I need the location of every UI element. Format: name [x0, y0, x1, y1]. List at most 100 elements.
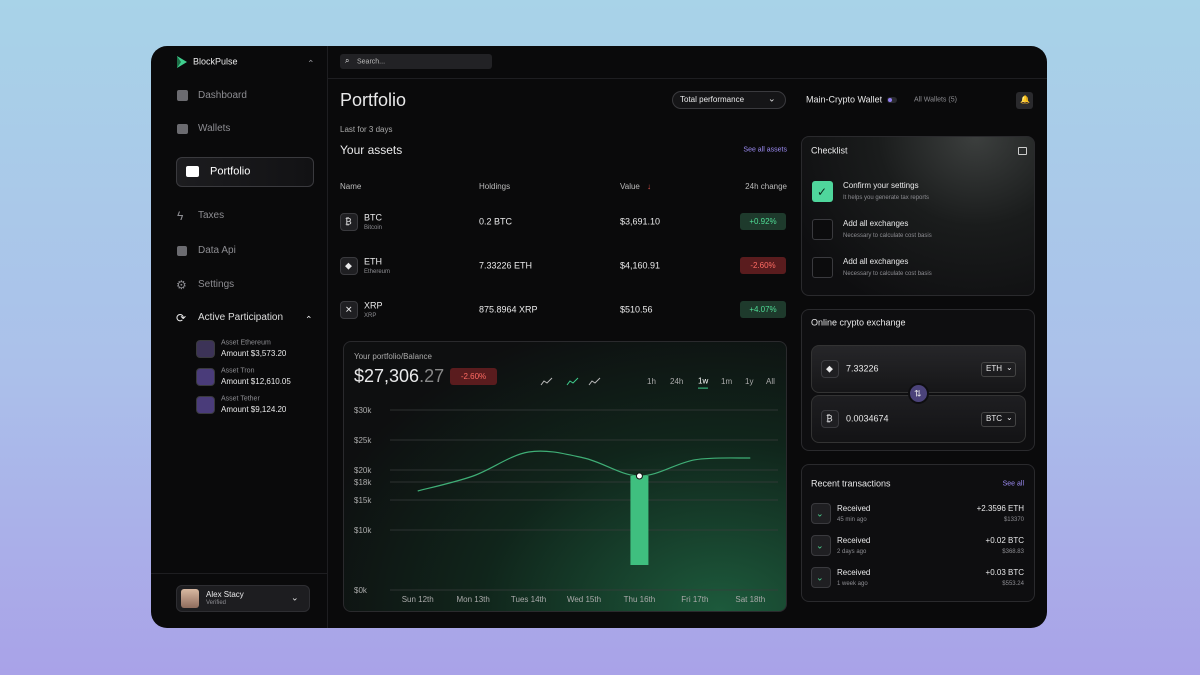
nav-item[interactable]: Data Api — [198, 245, 236, 256]
brand-switch[interactable]: ⌃ — [307, 58, 315, 69]
balance-change: -2.60% — [450, 368, 497, 385]
tx-usd: $368.83 — [1002, 549, 1024, 555]
asset-symbol: ETH — [364, 256, 382, 267]
tx-arrow: ⌄ — [816, 572, 824, 583]
panel-icon[interactable] — [1018, 147, 1027, 155]
column-header: Name — [340, 182, 362, 191]
holdings: 875.8964 XRP — [479, 304, 538, 315]
coin-icon — [821, 410, 839, 428]
nav-active[interactable] — [176, 157, 314, 187]
wallet-name: Main-Crypto Wallet — [806, 94, 883, 105]
exchange-amount: 0.0034674 — [846, 413, 889, 424]
avatar — [181, 589, 199, 608]
balance-main: $27,306 — [354, 366, 420, 386]
sort-arrow: ↓ — [647, 182, 651, 191]
sidebar-divider — [327, 46, 328, 628]
range-option[interactable]: 1m — [721, 377, 733, 386]
nav-icon — [177, 246, 187, 256]
asset-amount: Amount $9,124.20 — [221, 405, 287, 414]
asset-name: XRP — [364, 313, 377, 319]
x-tick-label: Sat 18th — [735, 595, 765, 604]
coin-icon — [340, 213, 358, 231]
nav-item[interactable]: Active Participation — [198, 312, 284, 323]
y-tick-label: $15k — [354, 496, 372, 505]
nav-icon: ϟ — [177, 209, 184, 223]
range-option[interactable]: All — [766, 377, 775, 386]
nav-icon — [177, 90, 188, 101]
tx-icon — [811, 503, 831, 524]
chart-style-icons — [540, 377, 601, 386]
value: $3,691.10 — [620, 216, 661, 227]
balance-cents: .27 — [419, 366, 445, 386]
range-option[interactable]: 1h — [647, 377, 656, 386]
user-status: Verified — [206, 600, 227, 606]
asset-amount: Amount $12,610.05 — [221, 377, 291, 386]
nav-icon — [177, 124, 188, 134]
balance-value: $27,306.27 — [354, 367, 444, 385]
nav-item[interactable]: Dashboard — [198, 90, 247, 101]
check-title: Add all exchanges — [843, 257, 909, 266]
x-tick-label: Thu 16th — [624, 595, 656, 604]
x-tick-label: Tues 14th — [511, 595, 546, 604]
exchange-amount: 7.33226 — [846, 363, 879, 374]
asset-symbol: XRP — [364, 300, 383, 311]
brand-name: BlockPulse — [193, 56, 238, 67]
highlight — [630, 476, 649, 565]
asset-name: Asset Tether — [221, 395, 260, 403]
coin-glyph: ₿ — [826, 413, 833, 424]
nav-icon — [186, 166, 199, 177]
see-all-assets[interactable]: See all assets — [743, 146, 787, 154]
user-menu[interactable]: ⌄ — [291, 592, 299, 603]
search-box[interactable] — [340, 54, 492, 69]
currency: BTC — [986, 414, 1002, 423]
checkbox[interactable] — [812, 257, 833, 278]
currency-select[interactable] — [981, 362, 1016, 377]
column-header: 24h change — [745, 182, 787, 191]
x-tick-label: Wed 15th — [567, 595, 601, 604]
wallet-toggle[interactable] — [887, 97, 897, 103]
holdings: 7.33226 ETH — [479, 260, 533, 271]
nav-item[interactable]: Taxes — [198, 210, 225, 221]
column-header[interactable]: Value — [620, 182, 640, 191]
checkbox[interactable] — [812, 219, 833, 240]
all-wallets[interactable]: All Wallets (5) — [914, 96, 957, 104]
x-tick-label: Fri 17th — [681, 595, 708, 604]
currency-select[interactable] — [981, 412, 1016, 427]
asset-name: Asset Tron — [221, 367, 255, 375]
nav-item[interactable]: Settings — [198, 279, 235, 290]
range-option[interactable]: 24h — [670, 377, 684, 386]
see-all[interactable]: See all — [1002, 480, 1024, 488]
card-title: Recent transactions — [811, 478, 891, 489]
range-option[interactable]: 1w — [698, 377, 709, 389]
change-badge: +4.07% — [740, 301, 786, 318]
coin-glyph: ◆ — [345, 260, 352, 271]
period: Last for 3 days — [340, 125, 393, 134]
y-tick-label: $0k — [354, 586, 368, 595]
tx-type: Received — [837, 536, 871, 545]
transactions-card — [801, 464, 1035, 602]
nav-item[interactable]: Portfolio — [210, 165, 251, 178]
nav-item[interactable]: Wallets — [198, 123, 231, 134]
value: $510.56 — [620, 304, 653, 315]
checkbox[interactable] — [812, 181, 833, 202]
asset-name: Bitcoin — [364, 225, 383, 231]
dropdown[interactable] — [672, 91, 786, 109]
dropdown-chevron: ⌄ — [768, 93, 776, 104]
section-title: Your assets — [340, 143, 403, 157]
chevron: ⌄ — [1006, 363, 1013, 372]
swap-button[interactable] — [908, 383, 929, 404]
change-badge: +0.92% — [740, 213, 786, 230]
asset-name: Asset Ethereum — [221, 339, 271, 347]
coin-icon — [340, 301, 358, 319]
nav-icon: ⟳ — [176, 311, 187, 325]
notification-button[interactable] — [1016, 92, 1033, 109]
toggle-dot — [888, 98, 892, 102]
tx-arrow: ⌄ — [816, 508, 824, 519]
topbar-divider — [327, 78, 1047, 79]
tx-time: 45 min ago — [837, 517, 867, 523]
y-tick-label: $25k — [354, 436, 372, 445]
collapse[interactable]: ⌃ — [305, 314, 313, 325]
check-note: Necessary to calculate cost basis — [843, 271, 932, 277]
range-option[interactable]: 1y — [745, 377, 754, 386]
